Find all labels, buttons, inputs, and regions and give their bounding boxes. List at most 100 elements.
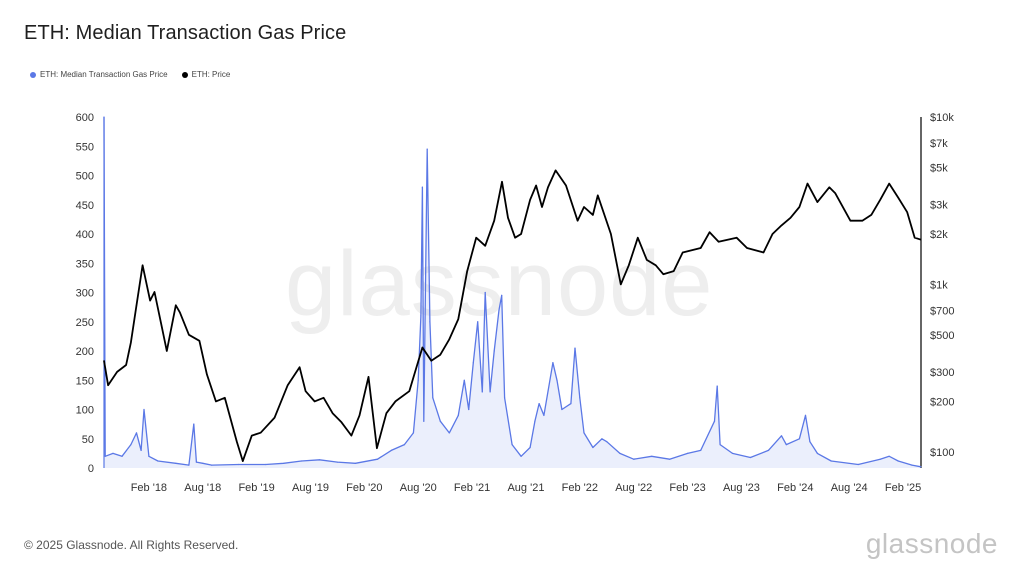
gas-price-point <box>716 385 718 387</box>
gas-price-point <box>816 452 819 454</box>
gas-price-point <box>911 464 913 466</box>
gas-price-point <box>211 464 213 466</box>
eth-price-point <box>816 201 819 203</box>
eth-price-point <box>153 291 156 293</box>
x-axis-tick-label: Aug '22 <box>615 482 652 494</box>
eth-price-point <box>541 206 543 208</box>
x-axis-tick-label: Feb '25 <box>885 482 921 494</box>
gas-price-point <box>484 291 486 294</box>
gas-price-point <box>700 449 702 451</box>
eth-price-point <box>475 237 477 239</box>
x-axis-tick-label: Feb '18 <box>131 482 167 494</box>
eth-price-point <box>762 251 765 254</box>
gas-price-point <box>780 435 783 437</box>
legend-swatch-gas-price <box>30 71 36 78</box>
gas-price-point <box>300 460 303 462</box>
eth-price-point <box>448 338 450 340</box>
eth-price-point <box>251 435 253 437</box>
gas-price-point <box>857 463 859 466</box>
eth-price-point <box>565 184 567 187</box>
eth-price-point <box>798 206 801 208</box>
gas-price-point <box>390 449 392 451</box>
legend-item-eth-price[interactable]: ETH: Price <box>181 70 230 79</box>
gas-price-point <box>731 452 734 454</box>
eth-price-point <box>637 237 639 239</box>
x-axis-tick-label: Aug '20 <box>400 482 437 494</box>
gas-price-area <box>104 117 921 468</box>
left-axis-tick-label: 300 <box>76 288 94 300</box>
right-axis-tick-label: $200 <box>930 396 954 408</box>
eth-price-point <box>466 270 468 272</box>
x-axis-tick-label: Feb '19 <box>238 482 274 494</box>
gas-price-point <box>809 441 811 443</box>
gas-price-point <box>421 186 423 188</box>
gas-price-point <box>504 397 506 399</box>
right-axis-tick-label: $5k <box>930 162 948 174</box>
left-axis-tick-label: 350 <box>76 258 94 270</box>
gas-price-point <box>687 452 689 454</box>
eth-price-point <box>592 214 594 216</box>
legend-item-gas-price[interactable]: ETH: Median Transaction Gas Price <box>30 70 168 79</box>
gas-price-point <box>403 444 405 446</box>
eth-price-point <box>493 220 495 222</box>
eth-price-point <box>367 376 370 378</box>
eth-price-point <box>746 247 748 249</box>
eth-price-point <box>577 220 579 222</box>
eth-price-point <box>828 186 830 188</box>
gas-price-point <box>651 455 653 457</box>
gas-price-point <box>520 455 522 457</box>
eth-price-point <box>142 264 144 266</box>
eth-price-point <box>597 194 599 196</box>
left-axis-tick-label: 250 <box>76 317 94 329</box>
gas-price-point <box>633 458 635 460</box>
gas-price-point <box>601 438 603 440</box>
gas-price-point <box>785 444 787 446</box>
eth-price-point <box>394 400 396 402</box>
gas-price-point <box>767 449 770 451</box>
eth-price-point <box>125 364 127 366</box>
eth-price-point <box>340 421 343 423</box>
eth-price-line <box>103 169 922 462</box>
eth-price-point <box>188 334 190 336</box>
copyright-footer: © 2025 Glassnode. All Rights Reserved. <box>24 538 239 552</box>
eth-price-point <box>920 239 922 241</box>
gas-price-point <box>188 464 190 466</box>
gas-price-point <box>798 438 801 440</box>
gas-price-point <box>448 432 450 434</box>
gas-price-point <box>157 460 159 462</box>
gas-price-point <box>669 458 671 460</box>
eth-price-point <box>332 412 334 414</box>
gas-price-point <box>606 441 608 443</box>
gas-price-point <box>463 379 465 381</box>
gas-price-point <box>103 116 105 118</box>
left-axis-tick-label: 50 <box>82 434 94 446</box>
eth-price-point <box>130 341 132 343</box>
x-axis-tick-label: Feb '20 <box>346 482 382 494</box>
eth-price-point <box>849 220 852 222</box>
eth-price-point <box>385 412 387 414</box>
eth-price-point <box>107 384 109 386</box>
gas-price-point <box>713 420 716 422</box>
eth-price-point <box>236 441 238 443</box>
x-axis-tick-label: Aug '18 <box>184 482 221 494</box>
eth-price-point <box>161 327 163 329</box>
brand-logo: glassnode <box>865 528 998 559</box>
gas-price-point <box>354 462 356 464</box>
eth-price-point <box>673 270 675 272</box>
left-axis-tick-label: 550 <box>76 141 94 153</box>
chart-legend: ETH: Median Transaction Gas Price ETH: P… <box>30 70 230 79</box>
gas-price-point <box>534 420 536 422</box>
gas-price-point <box>552 362 554 364</box>
gas-price-point <box>195 461 197 463</box>
right-axis-tick-label: $700 <box>930 305 954 317</box>
eth-price-point <box>242 460 244 462</box>
right-axis-tick-label: $2k <box>930 229 948 241</box>
gas-price-point <box>897 460 899 462</box>
eth-price-point <box>323 397 325 399</box>
gas-price-point <box>804 414 807 416</box>
right-axis-tick-label: $300 <box>930 367 954 379</box>
right-axis-tick-label: $10k <box>930 112 954 124</box>
x-axis-tick-label: Feb '21 <box>454 482 490 494</box>
eth-price-point <box>457 318 459 320</box>
eth-price-point <box>682 251 684 254</box>
